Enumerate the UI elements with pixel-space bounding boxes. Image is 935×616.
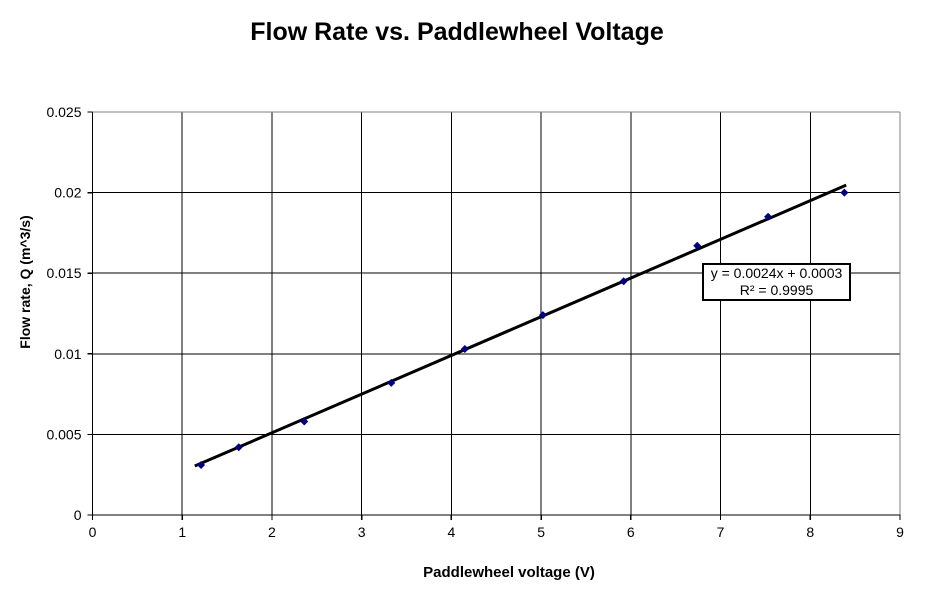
x-tick-label: 5 <box>537 524 545 540</box>
y-tick-label: 0 <box>74 507 82 523</box>
data-point-marker <box>460 344 469 353</box>
y-tick-label: 0.01 <box>54 346 81 362</box>
trendline <box>194 183 847 468</box>
trendline-equation-text: y = 0.0024x + 0.0003 <box>710 265 843 281</box>
x-axis-title: Paddlewheel voltage (V) <box>423 564 595 581</box>
data-point-marker <box>619 277 628 286</box>
y-tick-label: 0.02 <box>54 185 81 201</box>
x-tick-label: 1 <box>178 524 186 540</box>
data-point-marker <box>234 443 243 452</box>
trendline-equation-box: y = 0.0024x + 0.0003 R² = 0.9995 <box>702 263 851 301</box>
data-point-marker <box>387 378 396 387</box>
x-tick-label: 3 <box>358 524 366 540</box>
y-tick-label: 0.025 <box>46 104 81 120</box>
trendline-r-squared-text: R² = 0.9995 <box>739 282 814 298</box>
y-tick-label: 0.015 <box>46 265 81 281</box>
data-point-marker <box>693 241 702 250</box>
x-tick-label: 7 <box>717 524 725 540</box>
x-tick-label: 9 <box>896 524 904 540</box>
data-point-marker <box>840 188 849 197</box>
data-point-marker <box>538 311 547 320</box>
data-point-marker <box>300 417 309 426</box>
x-tick-label: 2 <box>268 524 276 540</box>
x-tick-label: 0 <box>89 524 97 540</box>
x-tick-label: 8 <box>806 524 814 540</box>
data-point-marker <box>764 212 773 221</box>
x-tick-label: 6 <box>627 524 635 540</box>
y-axis-title: Flow rate, Q (m^3/s) <box>17 215 33 349</box>
x-tick-label: 4 <box>447 524 455 540</box>
chart-title: Flow Rate vs. Paddlewheel Voltage <box>250 18 664 46</box>
y-tick-label: 0.005 <box>46 426 81 442</box>
data-point-marker <box>197 461 206 470</box>
